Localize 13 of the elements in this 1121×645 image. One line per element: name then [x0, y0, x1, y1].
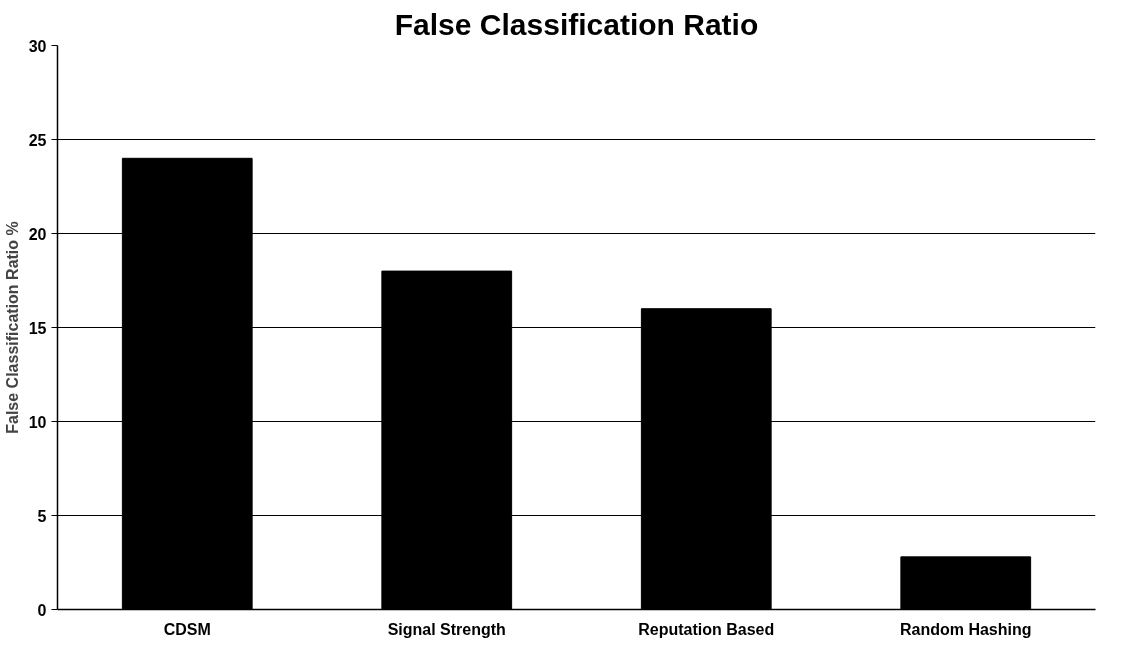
y-tick-label: 0 [37, 601, 47, 619]
y-tick-label: 5 [37, 507, 47, 525]
x-tick-label: Reputation Based [638, 620, 775, 638]
y-tick-label: 10 [28, 413, 47, 431]
x-tick-label: CDSM [163, 620, 211, 638]
y-tick-label: 30 [28, 37, 47, 55]
x-tick-label: Signal Strength [387, 620, 506, 638]
y-tick-label: 20 [28, 225, 47, 243]
y-tick-label: 25 [28, 131, 47, 149]
x-tick-label: Random Hashing [899, 620, 1032, 638]
y-axis-title: False Classification Ratio % [3, 221, 21, 434]
chart-title: False Classification Ratio [394, 7, 759, 41]
y-tick-label: 15 [28, 319, 47, 337]
